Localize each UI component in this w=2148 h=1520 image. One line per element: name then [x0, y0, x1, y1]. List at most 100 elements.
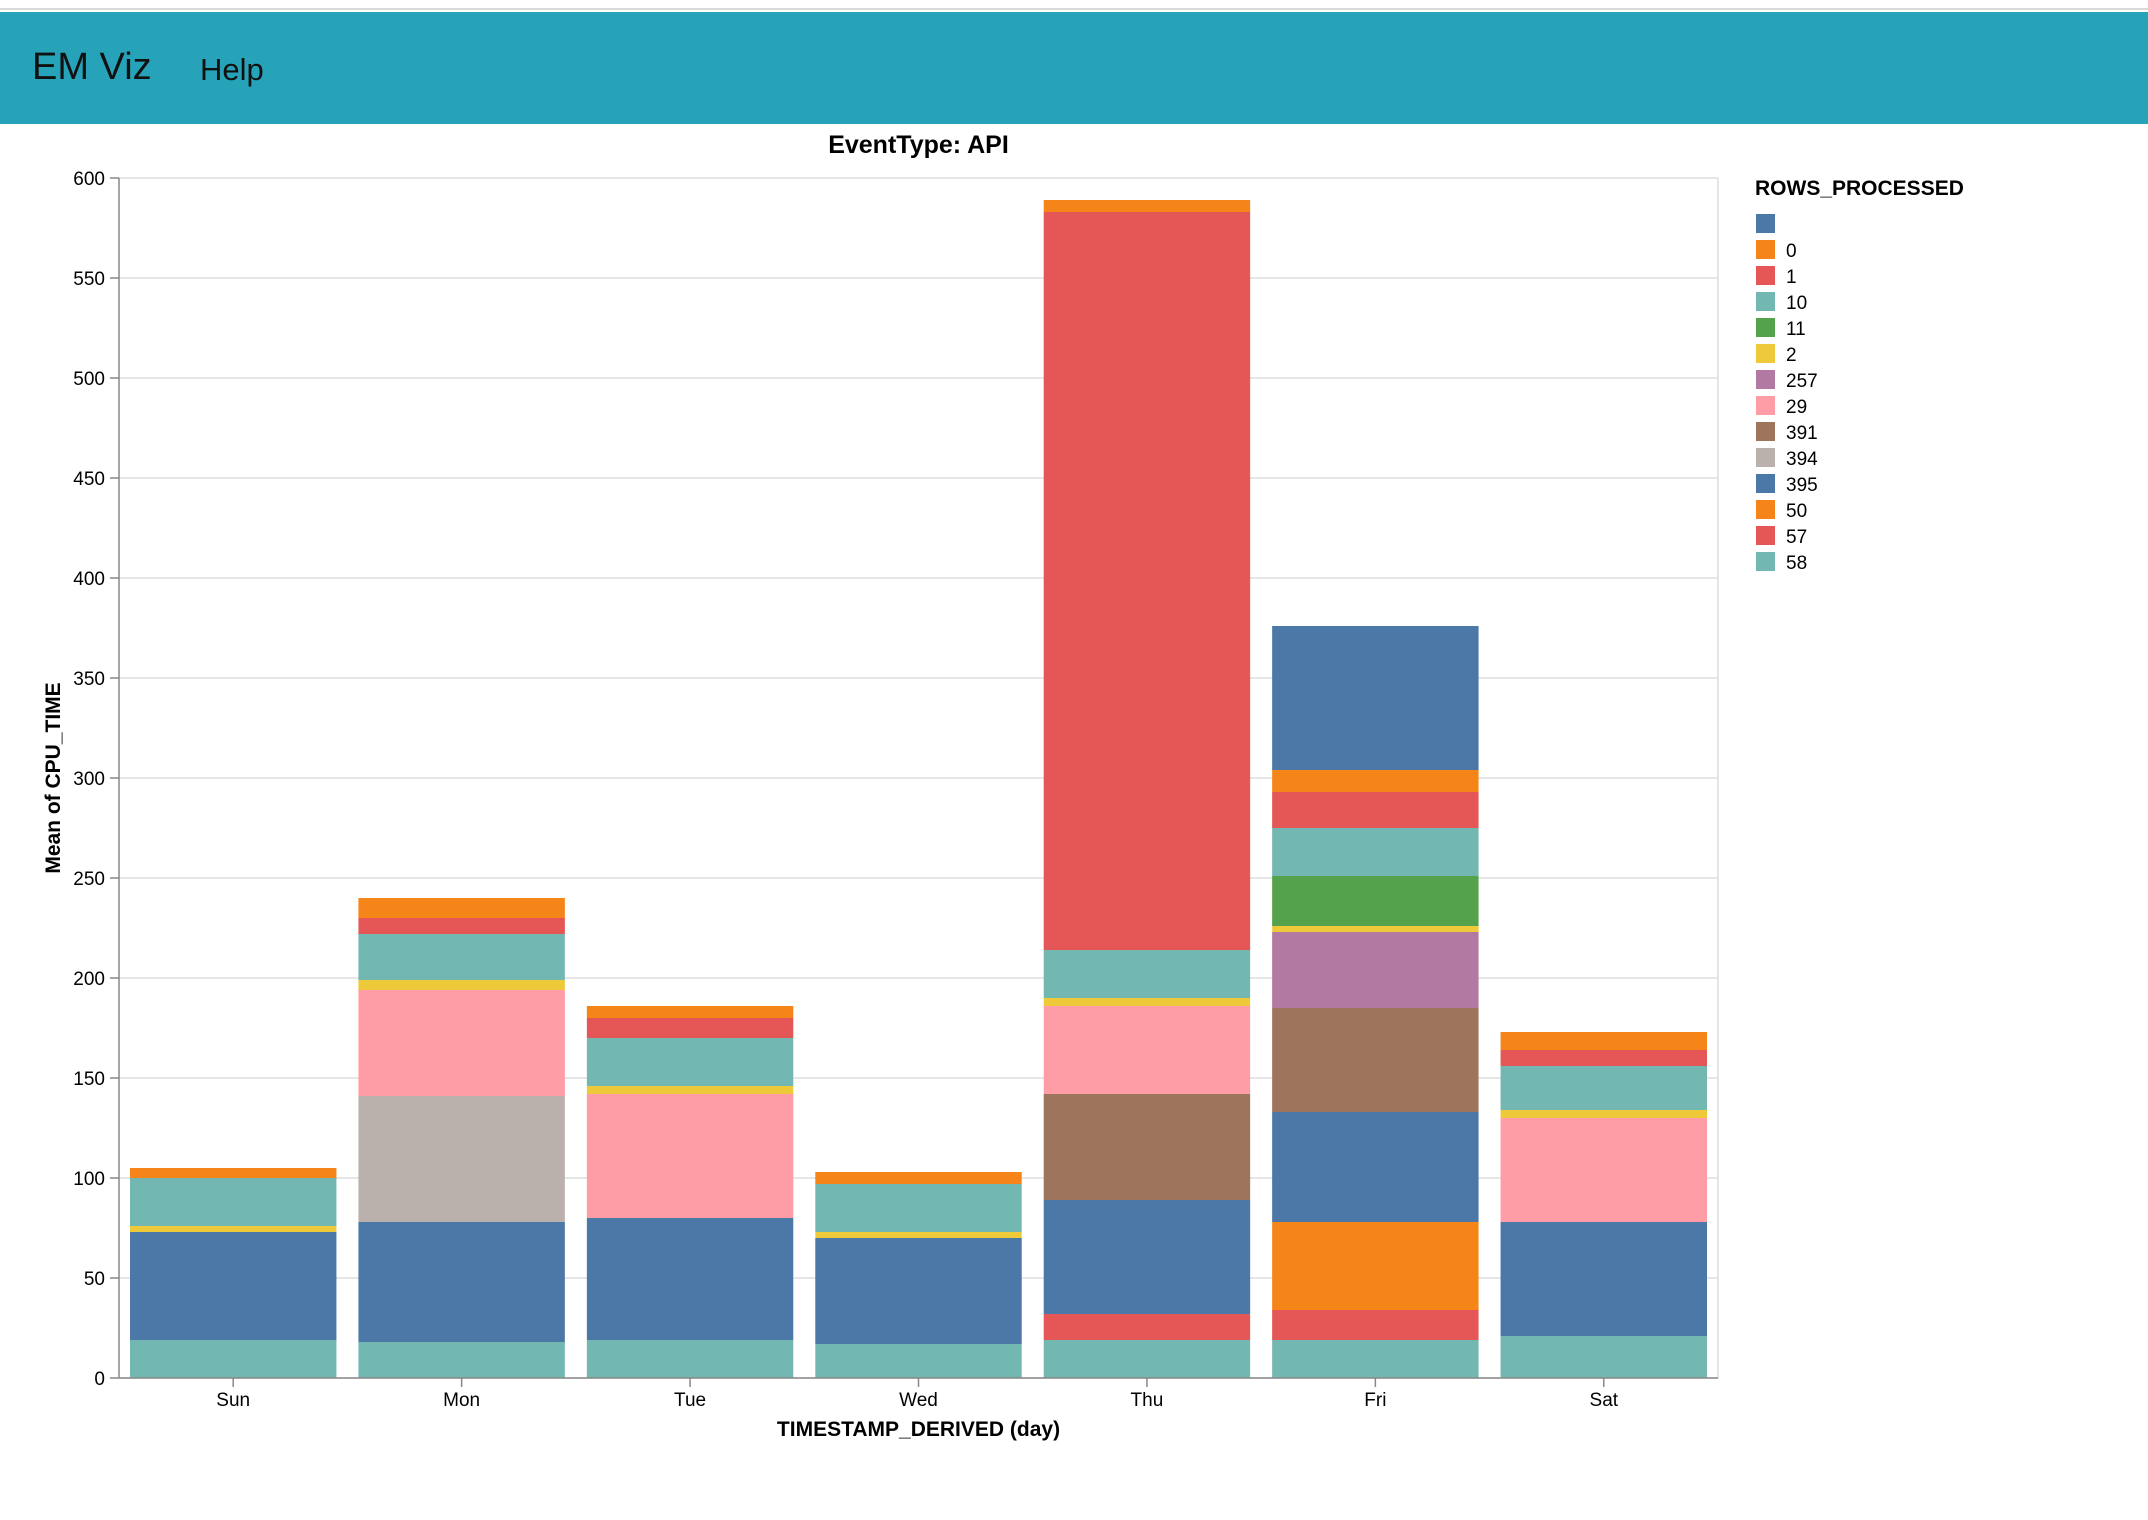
- bar-segment[interactable]: [586, 1218, 794, 1340]
- bar-segment[interactable]: [1043, 1006, 1251, 1094]
- legend-item[interactable]: 391: [1756, 422, 1818, 444]
- legend-swatch: [1756, 448, 1775, 467]
- bar-stack-sun: [130, 1168, 337, 1378]
- bar-segment[interactable]: [586, 1038, 794, 1086]
- legend-title: ROWS_PROCESSED: [1755, 177, 1964, 200]
- legend-item[interactable]: 50: [1756, 500, 1807, 522]
- bar-segment[interactable]: [1043, 1340, 1251, 1378]
- legend-item[interactable]: 57: [1756, 526, 1807, 548]
- help-link[interactable]: Help: [200, 52, 264, 87]
- legend-swatch: [1756, 552, 1775, 571]
- bar-segment[interactable]: [1272, 1222, 1479, 1310]
- bar-segment[interactable]: [1272, 926, 1479, 932]
- bar-segment[interactable]: [1272, 1340, 1479, 1378]
- y-tick-label: 350: [73, 669, 105, 690]
- bar-segment[interactable]: [1043, 212, 1251, 950]
- bar-segment[interactable]: [358, 1222, 565, 1342]
- legend-item[interactable]: 11: [1756, 318, 1806, 340]
- bar-segment[interactable]: [1500, 1066, 1707, 1110]
- bar-segment[interactable]: [130, 1178, 337, 1226]
- bar-segment[interactable]: [130, 1340, 337, 1378]
- bar-segment[interactable]: [1500, 1336, 1707, 1378]
- bar-segment[interactable]: [815, 1232, 1022, 1238]
- legend-label: 257: [1786, 371, 1818, 392]
- legend-item[interactable]: 0: [1756, 240, 1797, 262]
- y-tick-label: 200: [73, 969, 105, 990]
- bar-segment[interactable]: [130, 1226, 337, 1232]
- x-tick-label: Fri: [1364, 1390, 1386, 1411]
- bar-segment[interactable]: [1272, 1310, 1479, 1340]
- legend-item[interactable]: 58: [1756, 552, 1807, 574]
- bar-segment[interactable]: [1500, 1032, 1707, 1050]
- legend-label: 1: [1786, 267, 1797, 288]
- bar-segment[interactable]: [1500, 1050, 1707, 1066]
- bar-segment[interactable]: [815, 1172, 1022, 1184]
- bar-segment[interactable]: [1043, 1314, 1251, 1340]
- legend-item[interactable]: 29: [1756, 396, 1807, 418]
- bar-segment[interactable]: [1272, 876, 1479, 926]
- bar-segment[interactable]: [1272, 828, 1479, 876]
- bar-segment[interactable]: [815, 1184, 1022, 1232]
- y-tick-label: 0: [94, 1369, 105, 1390]
- legend-label: 29: [1786, 397, 1807, 418]
- bar-segment[interactable]: [1043, 1094, 1251, 1200]
- legend-item[interactable]: 394: [1756, 448, 1818, 470]
- bar-segment[interactable]: [358, 980, 565, 990]
- legend-label: 395: [1786, 475, 1818, 496]
- y-tick-label: 50: [84, 1269, 105, 1290]
- bar-segment[interactable]: [586, 1018, 794, 1038]
- legend-item[interactable]: 2: [1756, 344, 1797, 366]
- bar-segment[interactable]: [1500, 1118, 1707, 1222]
- legend-swatch: [1756, 396, 1775, 415]
- app-title[interactable]: EM Viz: [32, 46, 152, 88]
- bar-segment[interactable]: [358, 934, 565, 980]
- bar-segment[interactable]: [586, 1006, 794, 1018]
- bar-segment[interactable]: [1500, 1110, 1707, 1118]
- bar-segment[interactable]: [1272, 932, 1479, 1008]
- bar-stack-thu: [1043, 200, 1251, 1378]
- y-tick-label: 500: [73, 369, 105, 390]
- bar-stack-mon: [358, 898, 565, 1378]
- legend-item[interactable]: 1: [1756, 266, 1797, 288]
- bar-segment[interactable]: [815, 1238, 1022, 1344]
- bar-segment[interactable]: [358, 990, 565, 1096]
- stacked-bar-chart: EventType: API 0501001502002503003504004…: [42, 131, 1964, 1441]
- bar-segment[interactable]: [1043, 950, 1251, 998]
- bar-segment[interactable]: [1043, 998, 1251, 1006]
- bar-segment[interactable]: [586, 1094, 794, 1218]
- bar-stack-sat: [1500, 1032, 1707, 1378]
- bar-segment[interactable]: [1272, 1112, 1479, 1222]
- bar-segment[interactable]: [1043, 200, 1251, 212]
- bar-segment[interactable]: [358, 918, 565, 934]
- bar-segment[interactable]: [358, 898, 565, 918]
- bar-segment[interactable]: [358, 1342, 565, 1378]
- bar-segment[interactable]: [815, 1344, 1022, 1378]
- legend-swatch: [1756, 214, 1775, 233]
- x-tick-label: Sat: [1590, 1390, 1619, 1411]
- bar-segment[interactable]: [130, 1232, 337, 1340]
- bar-segment[interactable]: [586, 1086, 794, 1094]
- bar-segment[interactable]: [130, 1168, 337, 1178]
- bar-segment[interactable]: [1272, 792, 1479, 828]
- bar-segment[interactable]: [1272, 770, 1479, 792]
- x-tick-label: Tue: [674, 1390, 706, 1411]
- bar-segment[interactable]: [1500, 1222, 1707, 1336]
- legend-swatch: [1756, 370, 1775, 389]
- bar-segment[interactable]: [586, 1340, 794, 1378]
- bar-stack-fri: [1272, 626, 1479, 1378]
- bar-segment[interactable]: [1043, 1200, 1251, 1314]
- bar-segment[interactable]: [358, 1096, 565, 1222]
- legend-item[interactable]: 10: [1756, 292, 1807, 314]
- gridlines: [119, 177, 1719, 1379]
- bar-segment[interactable]: [1272, 1008, 1479, 1112]
- legend-swatch: [1756, 526, 1775, 545]
- y-tick-label: 600: [73, 169, 105, 190]
- y-tick-label: 150: [73, 1069, 105, 1090]
- legend-label: 391: [1786, 423, 1818, 444]
- bars: [130, 200, 1707, 1378]
- legend-label: 11: [1786, 319, 1806, 340]
- bar-segment[interactable]: [1272, 626, 1479, 770]
- legend-item[interactable]: [1756, 214, 1775, 233]
- legend-item[interactable]: 257: [1756, 370, 1818, 392]
- legend-item[interactable]: 395: [1756, 474, 1818, 496]
